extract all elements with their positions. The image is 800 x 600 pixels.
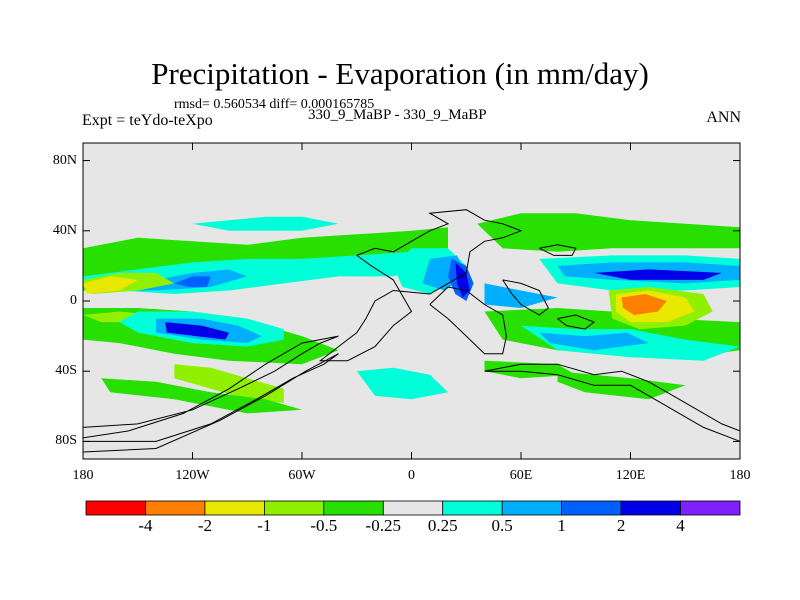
contour-region-20 xyxy=(477,213,740,252)
contour-region-27 xyxy=(621,294,667,315)
coastline-5 xyxy=(502,279,550,316)
y-tick-label: 80N xyxy=(52,152,77,168)
colorbar-tick-label: 0.5 xyxy=(491,516,513,535)
colorbar-tick-label: 1 xyxy=(557,516,566,535)
colorbar-swatch xyxy=(620,500,681,516)
contour-region-6 xyxy=(192,216,339,231)
coastline-4 xyxy=(484,363,740,442)
coastlines xyxy=(83,209,740,453)
colorbar-swatch xyxy=(85,500,146,516)
coastline-7 xyxy=(557,314,596,330)
colorbar-swatch xyxy=(204,500,265,516)
contour-region-23 xyxy=(594,269,722,280)
chart-subtitle: 330_9_MaBP - 330_9_MaBP xyxy=(308,107,487,123)
colorbar-tick-label: -0.5 xyxy=(310,516,338,535)
colorbar-tick-label: -0.25 xyxy=(365,516,401,535)
colorbar-swatch xyxy=(680,500,741,516)
colorbar-tick-label: 2 xyxy=(616,516,626,535)
contour-region-10 xyxy=(101,378,302,414)
season-label: ANN xyxy=(706,109,741,126)
coastline-0 xyxy=(83,335,339,439)
colorbar-swatch xyxy=(501,500,563,516)
contour-region-18 xyxy=(455,262,470,298)
x-tick-label: 120E xyxy=(615,468,646,483)
stats-line: rmsd= 0.560534 diff= 0.000165785 xyxy=(174,97,375,112)
contour-region-14 xyxy=(356,367,448,400)
contour-regions xyxy=(83,213,740,414)
x-tick-label: 60W xyxy=(288,468,316,483)
y-tick-label: 80S xyxy=(55,433,77,449)
colorbar-swatch xyxy=(145,500,206,516)
contour-region-19 xyxy=(484,283,558,308)
contour-region-4 xyxy=(83,276,138,294)
colorbar-tick-label: 4 xyxy=(676,516,685,535)
x-tick-label: 180 xyxy=(72,468,94,483)
experiment-label: Expt = teYdo-teXpo xyxy=(82,112,213,129)
x-tick-label: 60E xyxy=(509,468,533,483)
colorbar-swatch xyxy=(323,500,384,516)
x-tick-label: 180 xyxy=(729,468,751,483)
y-tick-label: 0 xyxy=(70,293,77,308)
x-tick-label: 0 xyxy=(408,468,415,483)
axis-tick-marks xyxy=(82,143,741,459)
y-tick-label: 40N xyxy=(52,222,77,238)
coastline-1 xyxy=(83,353,339,453)
coastline-6 xyxy=(539,244,577,256)
colorbar-swatch xyxy=(382,500,444,516)
contour-region-9 xyxy=(174,364,284,403)
colorbar-swatch xyxy=(263,500,325,516)
colorbar-swatch xyxy=(561,500,622,516)
contour-region-13 xyxy=(165,322,229,340)
colorbar-tick-label: -2 xyxy=(197,516,212,535)
coastline-2 xyxy=(318,209,523,362)
colorbar-swatch xyxy=(442,500,503,516)
y-tick-label: 40S xyxy=(55,363,77,379)
contour-region-29 xyxy=(539,332,649,351)
coastline-3 xyxy=(429,286,507,355)
x-tick-label: 120W xyxy=(175,468,210,483)
colorbar-tick-label: 0.25 xyxy=(427,516,458,535)
colorbar-tick-label: -1 xyxy=(257,516,272,535)
colorbar-tick-label: -4 xyxy=(138,516,153,535)
chart-title: Precipitation - Evaporation (in mm/day) xyxy=(151,56,649,91)
contour-region-5 xyxy=(174,276,211,287)
colorbar xyxy=(85,500,741,516)
